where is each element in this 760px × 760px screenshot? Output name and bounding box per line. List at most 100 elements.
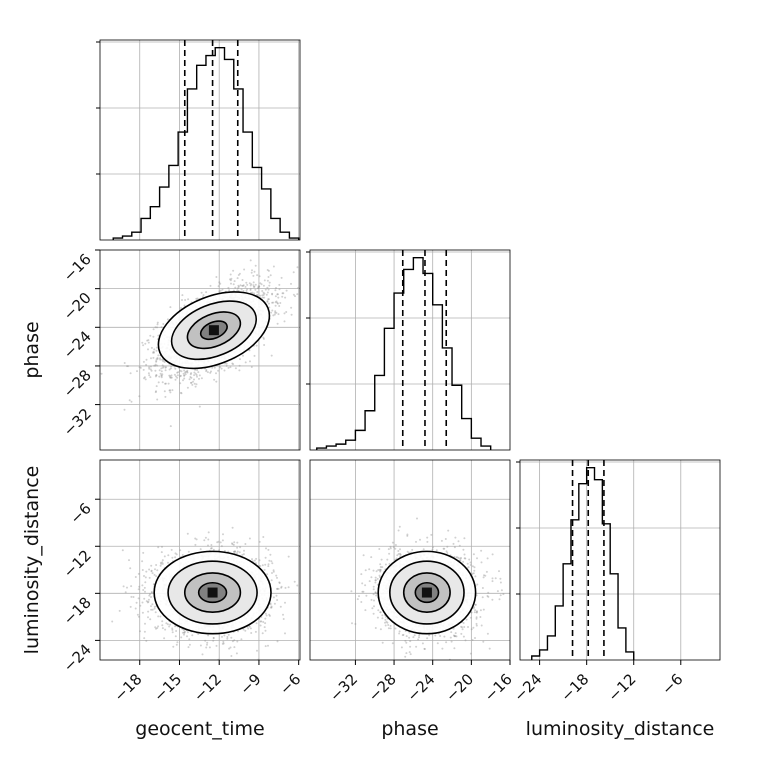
sample-point: [186, 631, 189, 634]
sample-point: [150, 369, 153, 372]
sample-point: [237, 284, 240, 287]
sample-point: [254, 630, 257, 633]
sample-point: [281, 292, 284, 295]
sample-point: [211, 366, 214, 369]
sample-point: [161, 358, 164, 361]
sample-point: [147, 598, 150, 601]
sample-point: [272, 265, 275, 268]
sample-point: [262, 294, 265, 296]
sample-point: [232, 269, 235, 272]
hist-panel-geocent_time: [96, 39, 301, 241]
sample-point: [147, 610, 150, 613]
sample-point: [236, 541, 239, 544]
sample-point: [258, 559, 261, 562]
sample-point: [236, 289, 239, 292]
sample-point: [152, 351, 154, 354]
sample-point: [143, 376, 146, 379]
scatter-points: [100, 259, 300, 428]
sample-point: [221, 288, 224, 291]
sample-point: [150, 605, 152, 608]
sample-point: [184, 370, 187, 373]
sample-point: [264, 645, 267, 648]
sample-point: [143, 377, 145, 380]
sample-point: [186, 370, 188, 373]
sample-point: [238, 369, 241, 372]
sample-point: [186, 369, 189, 372]
sample-point: [234, 550, 236, 553]
sample-point: [148, 366, 151, 369]
sample-point: [230, 655, 233, 657]
sample-point: [259, 624, 262, 627]
sample-point: [272, 314, 275, 317]
panel-frame: [519, 459, 721, 661]
sample-point: [210, 544, 213, 546]
sample-point: [263, 626, 266, 629]
sample-point: [145, 600, 148, 603]
sample-point: [212, 548, 215, 551]
sample-point: [136, 613, 139, 616]
sample-point: [150, 357, 152, 360]
sample-point: [158, 375, 161, 378]
sample-point: [252, 285, 255, 288]
sample-point: [170, 365, 173, 368]
sample-point: [273, 313, 276, 316]
sample-point: [171, 631, 174, 634]
histogram-phase: [316, 256, 492, 450]
sample-point: [186, 635, 188, 638]
sample-point: [263, 296, 266, 299]
sample-point: [251, 558, 253, 561]
sample-point: [245, 281, 248, 284]
sample-point: [279, 302, 282, 304]
sample-point: [277, 587, 280, 590]
sample-point: [160, 562, 163, 565]
sample-point: [153, 351, 155, 354]
sample-point: [230, 282, 232, 285]
sample-point: [283, 312, 286, 315]
sample-point: [250, 632, 253, 634]
sample-point: [165, 622, 168, 625]
sample-point: [155, 374, 158, 377]
sample-point: [268, 614, 271, 617]
sample-point: [155, 575, 158, 578]
sample-point: [154, 626, 157, 629]
sample-point: [163, 555, 166, 558]
sample-point: [231, 362, 234, 365]
sample-point: [257, 285, 260, 288]
sample-point: [264, 617, 267, 620]
sample-point: [274, 301, 277, 304]
sample-point: [156, 357, 159, 360]
sample-point: [278, 305, 281, 307]
sample-point: [126, 365, 128, 368]
sample-point: [137, 597, 140, 600]
sample-point: [183, 377, 186, 380]
sample-point: [127, 365, 130, 368]
sample-point: [180, 392, 183, 395]
sample-point: [157, 546, 160, 549]
sample-point: [147, 339, 150, 342]
sample-point: [262, 284, 265, 287]
sample-point: [187, 298, 190, 301]
sample-point: [168, 374, 171, 377]
sample-point: [138, 366, 141, 369]
sample-point: [257, 287, 260, 290]
sample-point: [148, 594, 151, 597]
sample-point: [208, 646, 211, 649]
sample-point: [264, 612, 267, 615]
sample-point: [244, 361, 247, 364]
sample-point: [167, 382, 170, 385]
sample-point: [172, 645, 175, 648]
sample-point: [157, 334, 160, 337]
sample-point: [169, 391, 172, 394]
sample-point: [159, 615, 162, 618]
sample-point: [259, 294, 262, 297]
sample-point: [240, 288, 243, 291]
scatter-panel-geocent_time-vs-luminosity_distance: [99, 459, 301, 661]
sample-point: [181, 554, 184, 556]
sample-point: [285, 289, 288, 292]
sample-point: [206, 643, 208, 646]
sample-point: [157, 354, 160, 357]
sample-point: [137, 572, 140, 575]
sample-point: [184, 630, 186, 633]
contour-line: [199, 320, 228, 341]
sample-point: [233, 639, 236, 642]
